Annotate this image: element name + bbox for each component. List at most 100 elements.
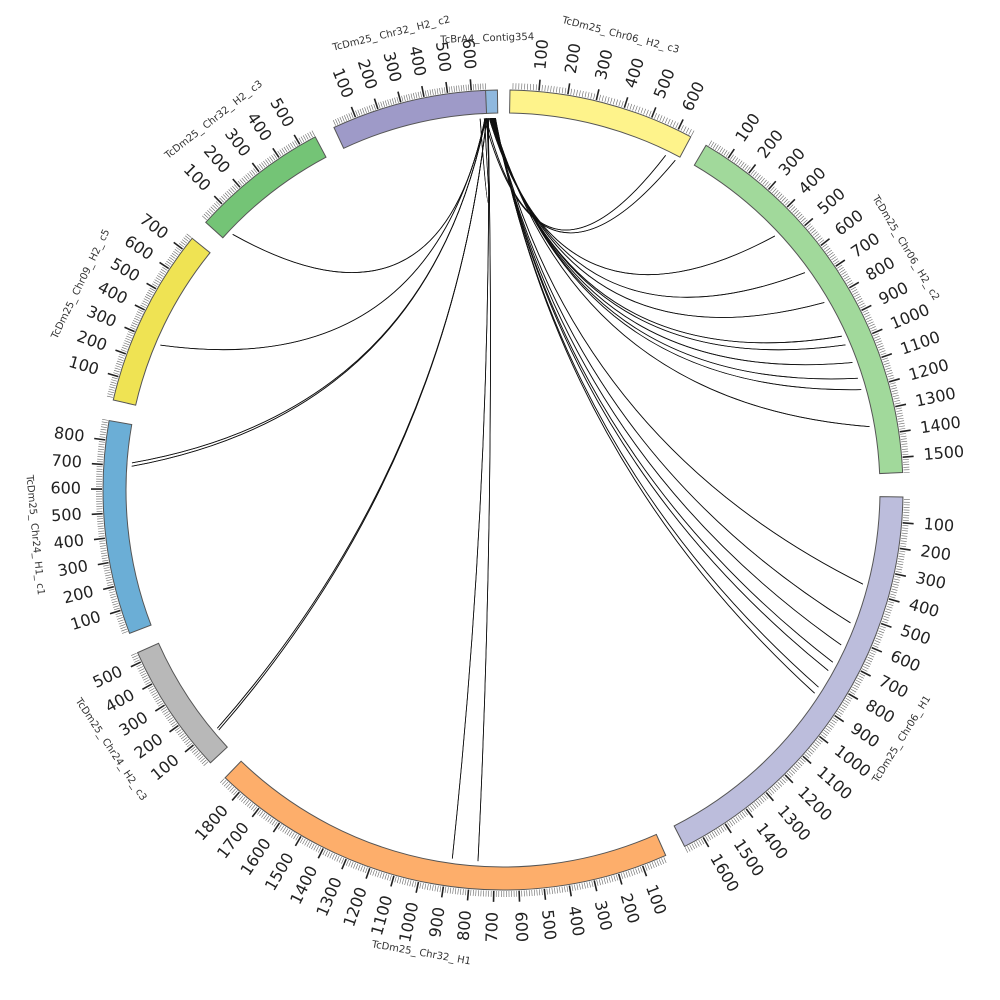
tick-minor <box>693 842 698 848</box>
tick-minor <box>859 302 865 307</box>
tick-minor <box>305 134 309 140</box>
tick-minor <box>756 800 761 806</box>
tick-minor <box>762 795 767 801</box>
tick-minor <box>179 243 185 248</box>
tick-minor <box>243 176 248 182</box>
tick-minor <box>98 535 105 537</box>
tick-minor <box>869 323 875 327</box>
tick-minor <box>604 96 607 103</box>
tick-minor <box>556 86 558 93</box>
tick-minor <box>618 100 621 107</box>
link <box>495 118 815 694</box>
tick-minor <box>684 847 689 853</box>
tick-minor <box>205 211 211 217</box>
tick-minor <box>366 106 370 113</box>
tick-minor <box>193 750 199 755</box>
tick-minor <box>132 655 138 659</box>
tick-minor <box>884 613 891 616</box>
tick-minor <box>245 174 250 180</box>
tick-minor <box>870 649 877 653</box>
tick-minor <box>299 837 304 843</box>
tick-minor <box>723 150 728 156</box>
tick-minor <box>269 818 274 824</box>
tick-minor <box>900 540 907 542</box>
link <box>492 118 870 428</box>
tick-major <box>899 547 911 551</box>
tick-minor <box>167 258 173 263</box>
tick-minor <box>215 201 221 206</box>
tick-minor <box>883 362 890 365</box>
tick-major <box>445 81 449 93</box>
tick-minor <box>792 208 798 213</box>
tick-minor <box>285 145 290 151</box>
tick-minor <box>901 440 908 443</box>
tick-major <box>727 148 735 159</box>
tick-minor <box>98 530 105 532</box>
tick-minor <box>612 98 616 105</box>
tick-minor <box>169 256 175 261</box>
tick-minor <box>452 887 454 894</box>
link-outline <box>493 118 842 646</box>
tick-minor <box>389 98 392 105</box>
tick-minor <box>838 708 845 713</box>
tick-minor <box>177 731 184 736</box>
tick-minor <box>902 525 909 527</box>
segment-band-chr32h1 <box>224 760 667 891</box>
tick-minor <box>131 322 138 326</box>
tick-minor <box>421 882 424 889</box>
tick-minor <box>607 97 610 103</box>
tick-minor <box>564 886 566 893</box>
tick-minor <box>201 759 207 765</box>
segment-ticks-chr06h2c2: 1002003004005006007008009001000110012001… <box>708 110 965 473</box>
tick-minor <box>278 824 282 830</box>
tick-minor <box>429 89 432 96</box>
tick-minor <box>696 841 700 847</box>
tick-minor <box>373 103 376 110</box>
tick-minor <box>103 564 110 567</box>
tick-minor <box>196 754 202 759</box>
tick-minor <box>844 700 850 704</box>
tick-minor <box>239 179 244 185</box>
tick-minor <box>415 92 418 99</box>
tick-major <box>91 512 103 516</box>
tick-minor <box>171 723 178 728</box>
tick-minor <box>221 780 227 785</box>
tick-minor <box>783 776 788 782</box>
tick-minor <box>120 626 127 630</box>
tick-minor <box>767 790 773 796</box>
tick-minor <box>295 834 300 841</box>
tick-label: 1200 <box>339 885 370 930</box>
tick-label: 900 <box>876 278 912 309</box>
tick-minor <box>348 860 352 867</box>
tick-minor <box>121 628 128 632</box>
tick-minor <box>683 126 687 133</box>
tick-minor <box>894 400 901 402</box>
tick-minor <box>155 698 161 703</box>
tick-minor <box>109 386 116 389</box>
tick-minor <box>99 545 106 547</box>
tick-minor <box>98 443 105 446</box>
tick-minor <box>97 453 104 455</box>
tick-minor <box>871 328 877 332</box>
segment-band-chr24h2c3 <box>136 642 228 764</box>
tick-minor <box>116 363 123 366</box>
tick-minor <box>369 868 373 875</box>
tick-minor <box>877 345 884 349</box>
tick-minor <box>100 431 107 433</box>
tick-minor <box>733 817 738 824</box>
tick-minor <box>795 211 801 217</box>
tick-minor <box>846 695 853 700</box>
tick-minor <box>900 433 907 435</box>
tick-label: 100 <box>731 110 764 146</box>
tick-major <box>293 134 301 145</box>
tick-minor <box>889 596 896 599</box>
tick-minor <box>99 433 106 436</box>
tick-minor <box>185 740 191 746</box>
tick-minor <box>793 765 799 771</box>
tick-minor <box>143 677 149 681</box>
tick-minor <box>151 692 158 696</box>
tick-minor <box>162 709 168 713</box>
tick-minor <box>775 191 781 197</box>
tick-major <box>888 598 900 603</box>
tick-minor <box>152 694 159 698</box>
